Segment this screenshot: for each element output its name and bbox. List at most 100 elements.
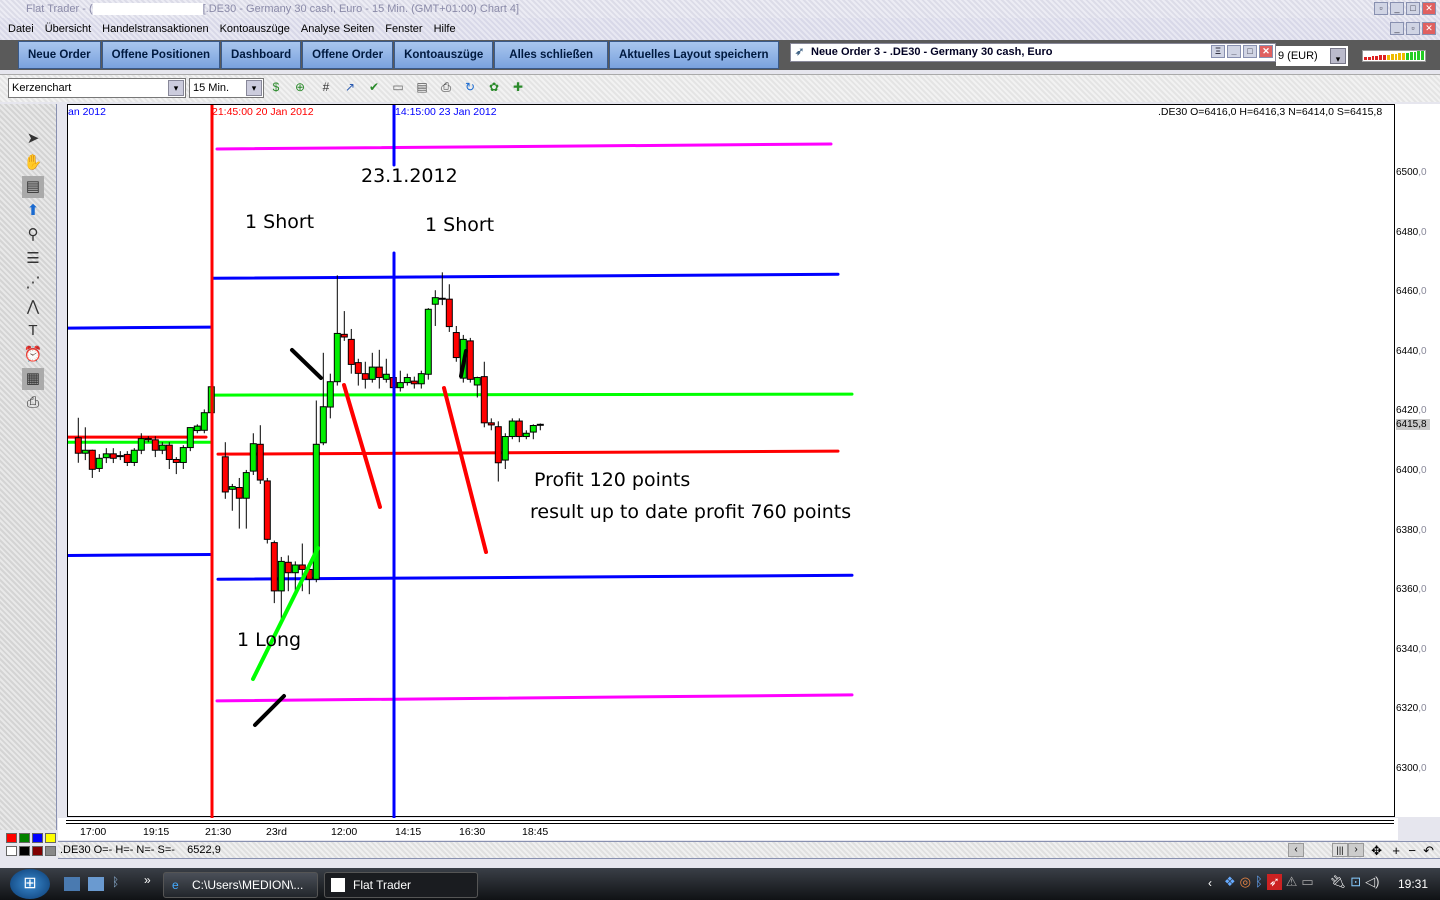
menu-kontoauszuege[interactable]: Kontoauszüge bbox=[219, 23, 290, 35]
color-swatch[interactable] bbox=[45, 846, 56, 856]
offene-order-button[interactable]: Offene Order bbox=[302, 41, 394, 69]
hand-icon[interactable]: ✋ bbox=[23, 154, 43, 171]
more-icon[interactable]: » bbox=[144, 873, 151, 887]
zoom-in-icon[interactable]: + bbox=[1392, 843, 1400, 858]
chart-settings-icon[interactable]: ✿ bbox=[488, 80, 500, 94]
tray-power-icon[interactable]: 🔌︎ bbox=[1329, 874, 1347, 889]
horizontal-line-icon[interactable]: ▤ bbox=[22, 176, 44, 198]
order-close-button[interactable]: ✕ bbox=[1259, 45, 1273, 58]
color-swatch[interactable] bbox=[45, 833, 56, 843]
scroll-left-button[interactable]: ‹ bbox=[1288, 843, 1304, 857]
color-swatch[interactable] bbox=[32, 833, 43, 843]
order-window-titlebar[interactable]: ➶ Neue Order 3 - .DE30 - Germany 30 cash… bbox=[790, 43, 1276, 62]
calculator-icon[interactable]: ▦ bbox=[22, 368, 44, 390]
blue-level-line bbox=[68, 552, 213, 557]
fibonacci-icon[interactable]: ☰ bbox=[26, 250, 40, 267]
color-swatch[interactable] bbox=[6, 846, 17, 856]
fan-icon[interactable]: ⋰ bbox=[25, 274, 41, 291]
status-bar: .DE30 O=- H=- N=- S=- 6522,9 ‹ ||| › ✥ +… bbox=[58, 841, 1440, 859]
annotation-short-1: 1 Short bbox=[245, 211, 315, 233]
candle-up bbox=[382, 373, 390, 380]
order-restore-button[interactable]: Ξ bbox=[1211, 45, 1225, 58]
tray-bluetooth-icon[interactable]: ᛒ bbox=[1255, 874, 1263, 889]
alles-schliessen-button[interactable]: Alles schließen bbox=[494, 41, 609, 69]
menu-analyse-seiten[interactable]: Analyse Seiten bbox=[300, 23, 375, 35]
tray-expand-icon[interactable]: ‹ bbox=[1208, 876, 1212, 890]
print-icon[interactable]: ⎙ bbox=[441, 80, 451, 94]
color-swatch[interactable] bbox=[32, 846, 43, 856]
minimize-button[interactable]: _ bbox=[1390, 2, 1404, 15]
color-swatch[interactable] bbox=[6, 833, 17, 843]
pointer-icon[interactable]: ➤ bbox=[26, 130, 40, 147]
tray-volume-icon[interactable]: ◁) bbox=[1365, 874, 1380, 889]
indicator-icon[interactable]: ⋀ bbox=[26, 298, 40, 315]
menu-uebersicht[interactable]: Übersicht bbox=[44, 23, 92, 35]
bluetooth-icon[interactable]: ᛒ bbox=[112, 875, 120, 889]
move-icon[interactable]: ✥ bbox=[1371, 843, 1382, 858]
tray-sync-icon[interactable]: ◎ bbox=[1239, 874, 1251, 889]
blue-resistance-line bbox=[210, 272, 840, 280]
candle-up bbox=[431, 297, 439, 305]
menu-handelstransaktionen[interactable]: Handelstransaktionen bbox=[102, 23, 209, 35]
neue-order-button[interactable]: Neue Order bbox=[18, 41, 101, 69]
time-axis[interactable]: 17:00 19:15 21:30 23rd 12:00 14:15 16:30 18:45 bbox=[58, 818, 1398, 840]
zoom-out-icon[interactable]: − bbox=[1408, 843, 1416, 858]
price-axis[interactable]: 6500,0 6480,0 6460,0 6440,0 6420,0 6400,0 6380… bbox=[1395, 104, 1440, 817]
switch-windows-icon[interactable] bbox=[88, 877, 104, 891]
check-chart-icon[interactable]: ✔ bbox=[368, 80, 380, 94]
chart-page-icon[interactable]: ▭ bbox=[392, 80, 404, 94]
close-button[interactable]: ✕ bbox=[1422, 2, 1436, 15]
menu-hilfe[interactable]: Hilfe bbox=[433, 23, 456, 35]
kontoauszuege-button[interactable]: Kontoauszüge bbox=[394, 41, 494, 69]
color-swatch[interactable] bbox=[19, 846, 30, 856]
menu-fenster[interactable]: Fenster bbox=[385, 23, 423, 35]
grid-icon[interactable]: # bbox=[322, 80, 330, 94]
zoom-icon[interactable]: ⚲ bbox=[27, 226, 39, 243]
offene-positionen-button[interactable]: Offene Positionen bbox=[101, 41, 221, 69]
annotation-result: result up to date profit 760 points bbox=[530, 501, 852, 523]
color-swatch[interactable] bbox=[19, 833, 30, 843]
currency-value: 9 (EUR) bbox=[1278, 50, 1318, 62]
refresh-icon[interactable]: ↻ bbox=[464, 80, 476, 94]
arrow-up-icon[interactable]: ⬆ bbox=[26, 202, 40, 219]
text-icon[interactable]: T bbox=[28, 322, 38, 339]
currency-select[interactable]: 9 (EUR) ▾ bbox=[1276, 46, 1348, 66]
candle-up bbox=[403, 377, 411, 384]
tray-network-icon[interactable]: ⊡ bbox=[1350, 874, 1362, 889]
chart-type-select[interactable]: Kerzenchart ▾ bbox=[8, 78, 186, 98]
tray-warning-icon[interactable]: ⚠ bbox=[1285, 874, 1298, 889]
child-minimize-button[interactable]: _ bbox=[1390, 22, 1404, 35]
tray-dropbox-icon[interactable]: ❖ bbox=[1224, 874, 1236, 889]
buy-icon[interactable]: $ bbox=[272, 80, 280, 94]
scroll-right-button[interactable]: › bbox=[1348, 843, 1364, 857]
clock[interactable]: 19:31 bbox=[1398, 877, 1429, 891]
layout-speichern-button[interactable]: Aktuelles Layout speichern bbox=[609, 41, 779, 69]
show-desktop-icon[interactable] bbox=[64, 877, 80, 891]
reset-icon[interactable]: ↶ bbox=[1423, 843, 1434, 858]
document-icon[interactable]: ▤ bbox=[416, 80, 428, 94]
price-chart[interactable] bbox=[67, 104, 1395, 818]
taskbar-ie[interactable]: e C:\Users\MEDION\... bbox=[163, 872, 318, 898]
menu-datei[interactable]: Datei bbox=[8, 23, 34, 35]
child-restore-button[interactable]: ▫ bbox=[1406, 22, 1420, 35]
alarm-icon[interactable]: ⏰ bbox=[23, 346, 43, 363]
print-icon[interactable]: ⎙ bbox=[26, 394, 39, 411]
candle-down bbox=[438, 297, 446, 300]
tray-display-icon[interactable]: ▭ bbox=[1301, 874, 1314, 889]
start-button[interactable]: ⊞ bbox=[10, 869, 50, 899]
tray-app-icon[interactable]: ➶ bbox=[1266, 874, 1282, 890]
interval-select[interactable]: 15 Min. ▾ bbox=[189, 78, 264, 98]
chevron-down-icon[interactable]: ▾ bbox=[1330, 48, 1346, 64]
price-tick-label: 6380,0 bbox=[1396, 524, 1427, 536]
chart-add-icon[interactable]: ✚ bbox=[512, 80, 524, 94]
order-maximize-button[interactable]: □ bbox=[1243, 45, 1257, 58]
scrollbar-thumb[interactable]: ||| bbox=[1332, 843, 1348, 857]
maximize-button[interactable]: □ bbox=[1406, 2, 1420, 15]
taskbar-flat-trader[interactable]: Flat Trader bbox=[324, 872, 478, 898]
order-minimize-button[interactable]: _ bbox=[1227, 45, 1241, 58]
restore-button[interactable]: ▫ bbox=[1374, 2, 1388, 15]
dashboard-button[interactable]: Dashboard bbox=[221, 41, 302, 69]
trend-chart-icon[interactable]: ↗ bbox=[344, 80, 356, 94]
child-close-button[interactable]: ✕ bbox=[1422, 22, 1436, 35]
add-order-icon[interactable]: ⊕ bbox=[294, 80, 306, 94]
